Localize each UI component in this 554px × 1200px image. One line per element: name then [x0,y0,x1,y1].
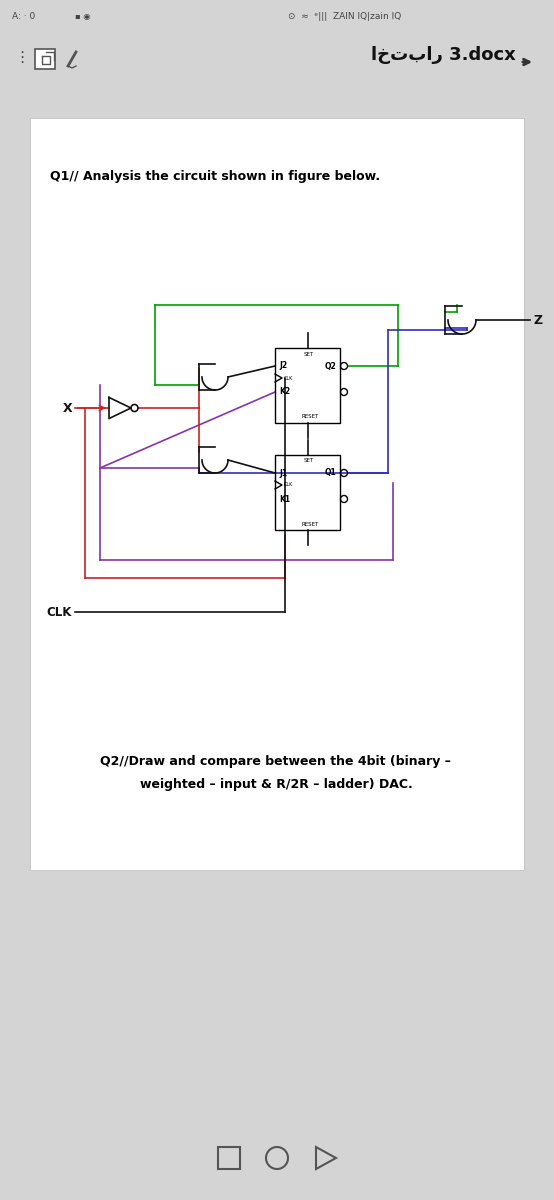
Text: K1: K1 [279,494,290,504]
Bar [218,1147,240,1169]
Text: X: X [63,402,72,414]
Text: Q2: Q2 [324,361,336,371]
FancyBboxPatch shape [30,118,524,870]
Text: RESET: RESET [301,414,319,420]
Text: SET: SET [304,458,314,463]
FancyBboxPatch shape [35,49,55,68]
Text: ⊙  ≈  ᵉ|||  ZAIN IQ|zain IQ: ⊙ ≈ ᵉ||| ZAIN IQ|zain IQ [288,12,401,20]
Text: اختبار 3.docx: اختبار 3.docx [371,46,516,64]
Text: Q1: Q1 [324,468,336,478]
Text: J1: J1 [279,468,287,478]
Text: J2: J2 [279,361,287,371]
Text: CLK: CLK [284,376,294,380]
Text: CLK: CLK [47,606,72,618]
Text: RESET: RESET [301,522,319,527]
Text: Q1// Analysis the circuit shown in figure below.: Q1// Analysis the circuit shown in figur… [50,170,380,182]
Text: ⋮: ⋮ [14,50,29,65]
Text: SET: SET [304,352,314,356]
Text: weighted – input & R/2R – ladder) DAC.: weighted – input & R/2R – ladder) DAC. [140,778,413,791]
Bar [275,455,340,530]
Text: Q2//Draw and compare between the 4bit (binary –: Q2//Draw and compare between the 4bit (b… [100,755,451,768]
Text: CLK: CLK [284,482,294,487]
Text: A: · 0: A: · 0 [12,12,35,20]
Bar [275,348,340,422]
Text: Z: Z [534,313,543,326]
Text: ▪ ◉: ▪ ◉ [75,12,90,20]
Text: K2: K2 [279,388,290,396]
